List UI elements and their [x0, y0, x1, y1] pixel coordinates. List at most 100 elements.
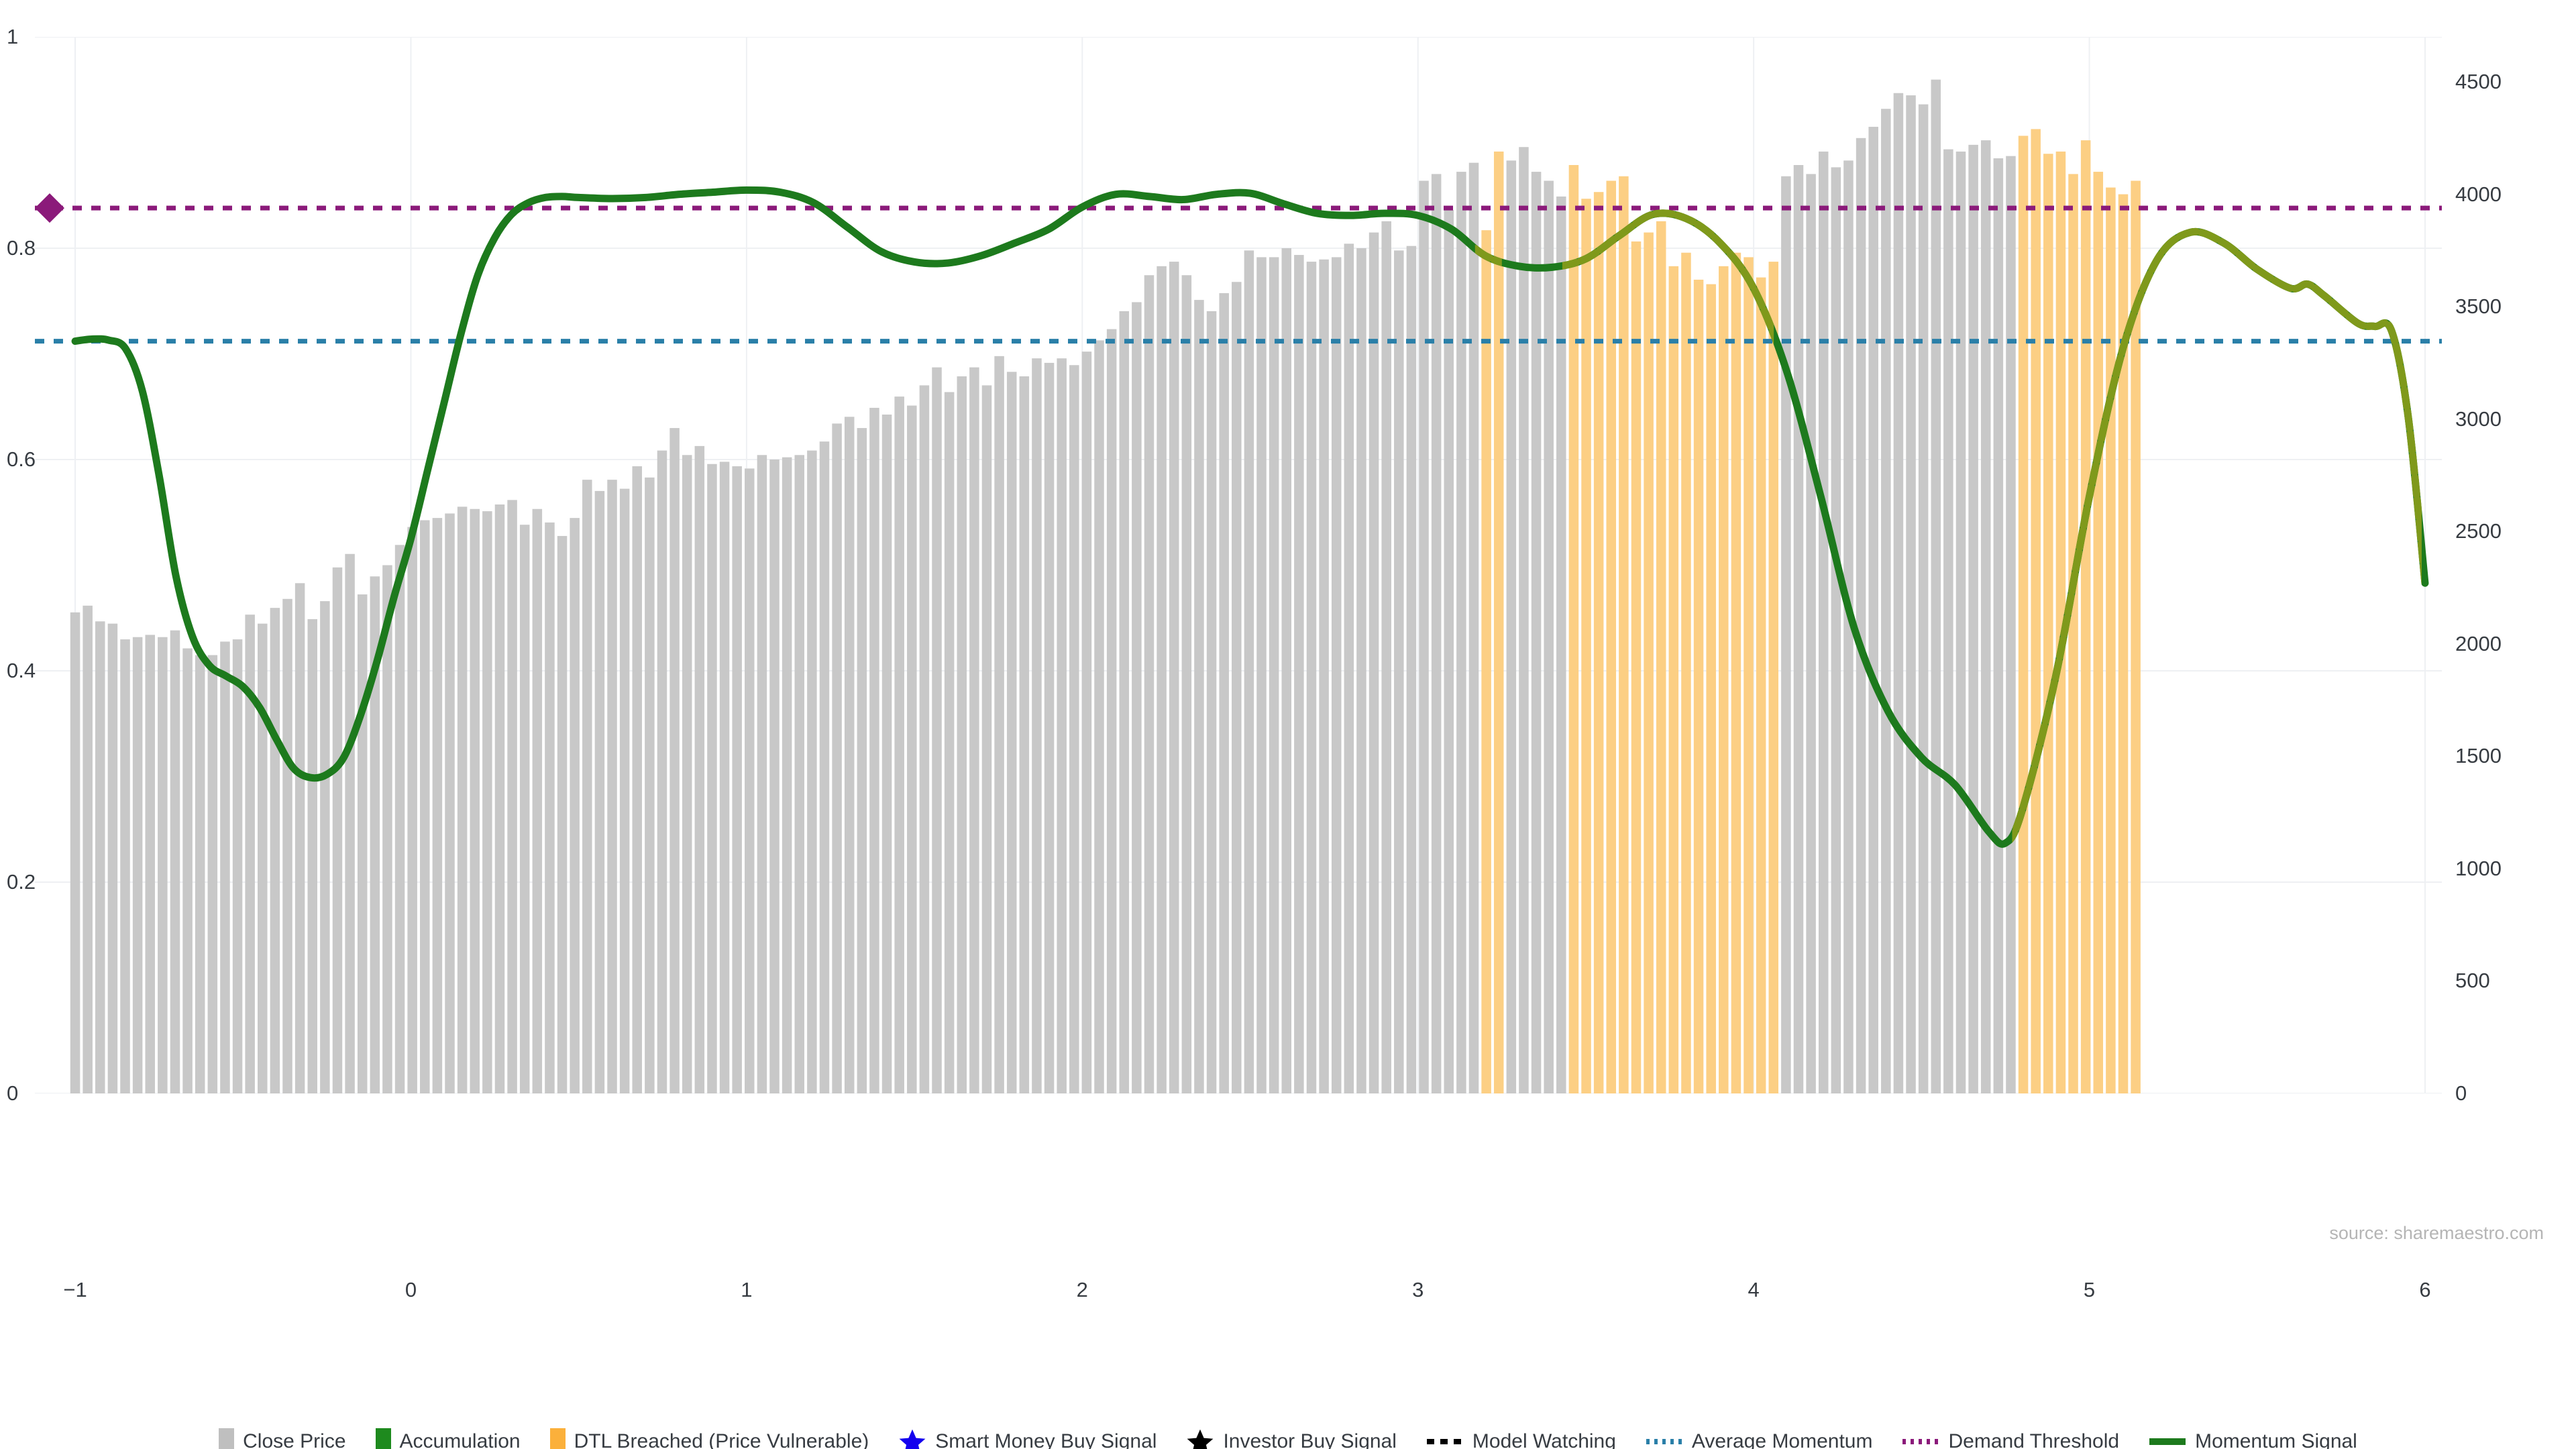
- bar-close-price: [907, 405, 917, 1093]
- bar-close-price: [1806, 174, 1816, 1093]
- swatch-square-icon: [549, 1428, 566, 1449]
- bar-close-price: [1868, 127, 1878, 1093]
- bar-dtl-breached: [2055, 151, 2066, 1093]
- bar-close-price: [107, 623, 118, 1093]
- y-axis-left-tick: 0.6: [7, 447, 36, 471]
- legend-close-price[interactable]: Close Price: [219, 1428, 346, 1449]
- bar-close-price: [1119, 311, 1130, 1093]
- bar-close-price: [1344, 244, 1354, 1093]
- bar-close-price: [570, 518, 580, 1093]
- x-axis-tick: 2: [1076, 1278, 1088, 1301]
- x-axis-tick: −1: [63, 1278, 87, 1301]
- y-axis-right-tick: 2000: [2455, 631, 2502, 655]
- bar-close-price: [632, 466, 643, 1093]
- legend-momentum-signal[interactable]: Momentum Signal: [2149, 1428, 2357, 1449]
- bar-close-price: [894, 396, 904, 1093]
- bar-close-price: [944, 392, 955, 1093]
- bar-dtl-breached: [2093, 172, 2104, 1093]
- bar-dtl-breached: [1656, 221, 1666, 1093]
- bar-close-price: [1506, 160, 1517, 1093]
- bar-close-price: [120, 639, 130, 1093]
- bar-close-price: [919, 385, 930, 1093]
- bar-close-price: [645, 477, 655, 1093]
- y-axis-right-tick: 3000: [2455, 407, 2502, 431]
- bar-close-price: [170, 630, 180, 1093]
- bar-close-price: [1132, 302, 1142, 1093]
- bar-dtl-breached: [2068, 174, 2078, 1093]
- bar-close-price: [457, 506, 468, 1093]
- bar-close-price: [445, 513, 455, 1093]
- bar-close-price: [607, 480, 617, 1093]
- bar-close-price: [1831, 167, 1841, 1093]
- bar-close-price: [1094, 340, 1104, 1093]
- dotted-line-icon: [1902, 1428, 1939, 1449]
- bar-close-price: [519, 525, 530, 1093]
- bar-close-price: [232, 639, 243, 1093]
- bar-close-price: [95, 621, 105, 1093]
- bar-close-price: [245, 614, 255, 1093]
- bar-close-price: [258, 623, 268, 1093]
- bar-close-price: [1032, 358, 1042, 1093]
- bar-close-price: [1881, 109, 1891, 1093]
- bar-dtl-breached: [1593, 192, 1604, 1093]
- momentum-signal-line-vulnerable: [1474, 186, 2422, 848]
- bar-close-price: [869, 407, 879, 1093]
- legend-model-watching[interactable]: Model Watching: [1426, 1428, 1616, 1449]
- bar-dtl-breached: [1619, 176, 1629, 1093]
- bar-close-price: [532, 508, 543, 1093]
- bar-close-price: [1906, 95, 1916, 1093]
- legend-item-label: Smart Money Buy Signal: [935, 1430, 1157, 1449]
- x-axis-tick: 6: [2419, 1278, 2431, 1301]
- bar-close-price: [1519, 147, 1529, 1093]
- bar-close-price: [207, 655, 218, 1093]
- x-axis-tick: 3: [1412, 1278, 1424, 1301]
- bar-close-price: [1394, 250, 1404, 1093]
- bar-close-price: [619, 488, 630, 1093]
- bar-close-price: [745, 468, 755, 1093]
- chart-canvas: [35, 37, 2442, 1093]
- bar-dtl-breached: [1706, 284, 1716, 1093]
- legend-demand-threshold[interactable]: Demand Threshold: [1902, 1428, 2119, 1449]
- swatch-square-icon: [375, 1428, 391, 1449]
- bar-dtl-breached: [1644, 232, 1654, 1093]
- bar-dtl-breached: [2080, 140, 2091, 1093]
- bar-close-price: [294, 583, 305, 1093]
- bar-dtl-breached: [2031, 129, 2041, 1093]
- star-icon: [898, 1428, 926, 1449]
- bar-close-price: [707, 464, 717, 1093]
- bar-close-price: [1818, 151, 1829, 1093]
- bar-close-price: [1544, 180, 1554, 1093]
- y-axis-right-tick: 0: [2455, 1081, 2467, 1105]
- bar-close-price: [857, 428, 867, 1093]
- bar-close-price: [657, 450, 667, 1093]
- bar-close-price: [881, 414, 892, 1093]
- y-axis-left-tick: 0: [7, 1081, 19, 1105]
- legend-average-momentum[interactable]: Average Momentum: [1646, 1428, 1872, 1449]
- bar-close-price: [220, 641, 230, 1093]
- source-note: source: sharemaestro.com: [2329, 1223, 2544, 1243]
- bar-close-price: [994, 356, 1004, 1093]
- bar-close-price: [370, 576, 380, 1093]
- bar-close-price: [1194, 300, 1204, 1093]
- legend-item-label: Accumulation: [399, 1430, 521, 1449]
- dashed-line-icon: [1426, 1428, 1464, 1449]
- bar-close-price: [145, 635, 156, 1093]
- bar-close-price: [494, 504, 505, 1093]
- bar-dtl-breached: [1743, 257, 1754, 1093]
- bar-close-price: [1169, 262, 1179, 1093]
- x-axis-tick: 5: [2083, 1278, 2096, 1301]
- legend-smart-money-buy-signal[interactable]: Smart Money Buy Signal: [898, 1428, 1157, 1449]
- bar-close-price: [782, 457, 792, 1093]
- bar-close-price: [1531, 172, 1542, 1093]
- legend-accumulation[interactable]: Accumulation: [375, 1428, 521, 1449]
- plot-area: [35, 37, 2442, 1093]
- bar-close-price: [757, 455, 767, 1093]
- y-axis-right-tick: 4000: [2455, 182, 2502, 206]
- bar-close-price: [1256, 257, 1267, 1093]
- bar-close-price: [769, 460, 780, 1093]
- bar-close-price: [1232, 282, 1242, 1093]
- bar-close-price: [844, 417, 855, 1093]
- legend-investor-buy-signal[interactable]: Investor Buy Signal: [1186, 1428, 1397, 1449]
- bar-close-price: [1556, 196, 1566, 1093]
- legend-dtl-breached[interactable]: DTL Breached (Price Vulnerable): [549, 1428, 869, 1449]
